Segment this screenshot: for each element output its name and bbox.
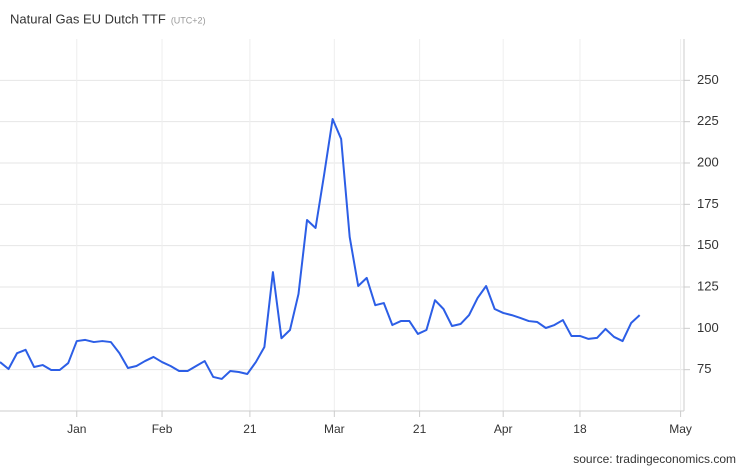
x-tick-label: Jan	[67, 422, 86, 436]
chart-title: Natural Gas EU Dutch TTF	[10, 11, 166, 26]
x-tick-label: 21	[413, 422, 427, 436]
x-tick-label: 21	[243, 422, 257, 436]
y-tick-label: 250	[697, 72, 719, 87]
line-series	[0, 118, 641, 380]
y-tick-label: 225	[697, 113, 719, 128]
x-tick-label: 18	[573, 422, 587, 436]
y-tick-label: 175	[697, 196, 719, 211]
y-tick-label: 150	[697, 237, 719, 252]
y-tick-label: 125	[697, 278, 719, 293]
y-tick-label: 100	[697, 320, 719, 335]
x-tick-label: Apr	[494, 422, 513, 436]
chart-subtitle: (UTC+2)	[171, 15, 206, 25]
x-tick-label: May	[669, 422, 692, 436]
x-tick-label: Feb	[152, 422, 173, 436]
source: source: tradingeconomics.com	[573, 452, 736, 466]
y-tick-label: 200	[697, 154, 719, 169]
x-tick-label: Mar	[324, 422, 345, 436]
y-tick-label: 75	[697, 361, 711, 376]
